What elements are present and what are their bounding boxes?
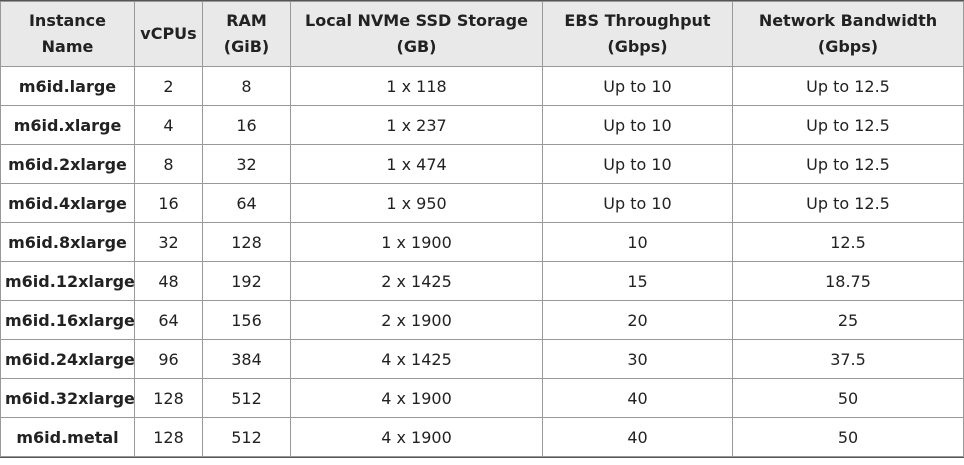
- cell: 48: [134, 261, 203, 301]
- cell: 32: [134, 222, 203, 262]
- table-row: m6id.4xlarge 16 64 1 x 950 Up to 10 Up to 12.…: [0, 183, 964, 223]
- cell: 2 x 1425: [290, 261, 543, 301]
- cell: 15: [542, 261, 733, 301]
- table-row: m6id.32xlarge 128 512 4 x 1900 40 50: [0, 378, 964, 418]
- cell: 20: [542, 300, 733, 340]
- cell: 4 x 1900: [290, 417, 543, 457]
- table-row: m6id.12xlarge 48 192 2 x 1425 15 18.75: [0, 261, 964, 301]
- cell: 16: [202, 105, 291, 145]
- instance-name: m6id.32xlarge: [0, 378, 135, 418]
- cell: 30: [542, 339, 733, 379]
- cell: 37.5: [732, 339, 964, 379]
- instance-name: m6id.metal: [0, 417, 135, 457]
- cell: 4 x 1900: [290, 378, 543, 418]
- instance-name: m6id.xlarge: [0, 105, 135, 145]
- cell: Up to 12.5: [732, 66, 964, 106]
- cell: Up to 10: [542, 144, 733, 184]
- cell: 128: [202, 222, 291, 262]
- cell: 8: [134, 144, 203, 184]
- table-body: m6id.large 2 8 1 x 118 Up to 10 Up to 12.5 m6i…: [0, 66, 964, 457]
- cell: 12.5: [732, 222, 964, 262]
- cell: 1 x 237: [290, 105, 543, 145]
- table-row: m6id.large 2 8 1 x 118 Up to 10 Up to 12.5: [0, 66, 964, 106]
- cell: 50: [732, 378, 964, 418]
- cell: 4: [134, 105, 203, 145]
- cell: Up to 10: [542, 183, 733, 223]
- cell: 64: [134, 300, 203, 340]
- cell: 512: [202, 378, 291, 418]
- header-cell: EBS Throughput (Gbps): [542, 1, 733, 67]
- table-header: Instance Name vCPUs RAM (GiB) Local NVMe SS…: [0, 1, 964, 67]
- cell: 8: [202, 66, 291, 106]
- cell: 96: [134, 339, 203, 379]
- cell: 156: [202, 300, 291, 340]
- instance-name: m6id.24xlarge: [0, 339, 135, 379]
- cell: 64: [202, 183, 291, 223]
- table-row: m6id.24xlarge 96 384 4 x 1425 30 37.5: [0, 339, 964, 379]
- cell: Up to 12.5: [732, 183, 964, 223]
- cell: 40: [542, 378, 733, 418]
- header-cell: Instance Name: [0, 1, 135, 67]
- cell: 1 x 1900: [290, 222, 543, 262]
- cell: 1 x 950: [290, 183, 543, 223]
- instance-name: m6id.large: [0, 66, 135, 106]
- table-row: m6id.metal 128 512 4 x 1900 40 50: [0, 417, 964, 457]
- cell: 2: [134, 66, 203, 106]
- cell: 128: [134, 378, 203, 418]
- cell: 25: [732, 300, 964, 340]
- header-row: Instance Name vCPUs RAM (GiB) Local NVMe SS…: [0, 1, 964, 67]
- instance-name: m6id.12xlarge: [0, 261, 135, 301]
- cell: 384: [202, 339, 291, 379]
- table-row: m6id.16xlarge 64 156 2 x 1900 20 25: [0, 300, 964, 340]
- cell: Up to 12.5: [732, 144, 964, 184]
- header-cell: Network Bandwidth (Gbps): [732, 1, 964, 67]
- cell: Up to 12.5: [732, 105, 964, 145]
- header-cell: RAM (GiB): [202, 1, 291, 67]
- instance-name: m6id.4xlarge: [0, 183, 135, 223]
- cell: 16: [134, 183, 203, 223]
- header-cell: vCPUs: [134, 1, 203, 67]
- cell: Up to 10: [542, 105, 733, 145]
- table-row: m6id.2xlarge 8 32 1 x 474 Up to 10 Up to 12.5: [0, 144, 964, 184]
- cell: 18.75: [732, 261, 964, 301]
- cell: 10: [542, 222, 733, 262]
- cell: 512: [202, 417, 291, 457]
- cell: 40: [542, 417, 733, 457]
- cell: 2 x 1900: [290, 300, 543, 340]
- cell: 50: [732, 417, 964, 457]
- cell: Up to 10: [542, 66, 733, 106]
- cell: 32: [202, 144, 291, 184]
- cell: 192: [202, 261, 291, 301]
- instance-name: m6id.8xlarge: [0, 222, 135, 262]
- table-row: m6id.8xlarge 32 128 1 x 1900 10 12.5: [0, 222, 964, 262]
- instance-name: m6id.2xlarge: [0, 144, 135, 184]
- cell: 1 x 118: [290, 66, 543, 106]
- table-row: m6id.xlarge 4 16 1 x 237 Up to 10 Up to 12.5: [0, 105, 964, 145]
- header-cell: Local NVMe SSD Storage (GB): [290, 1, 543, 67]
- instance-name: m6id.16xlarge: [0, 300, 135, 340]
- cell: 4 x 1425: [290, 339, 543, 379]
- cell: 1 x 474: [290, 144, 543, 184]
- cell: 128: [134, 417, 203, 457]
